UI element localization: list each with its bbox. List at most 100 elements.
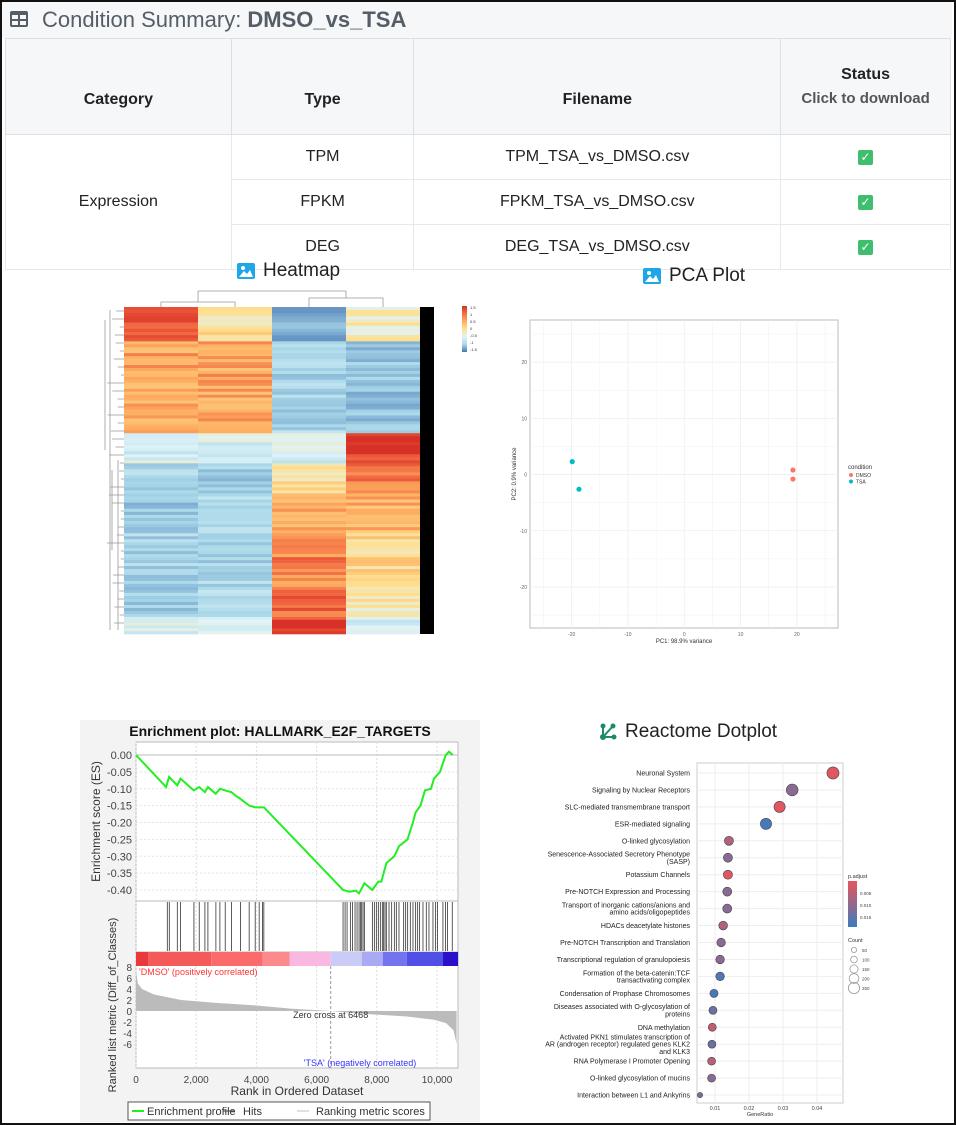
es-tick-label: -0.05	[107, 767, 132, 779]
legend-label: Hits	[243, 1106, 262, 1118]
heatmap-cell	[272, 365, 347, 369]
heatmap-cell	[124, 353, 199, 357]
heatmap-cell	[124, 469, 199, 473]
heatmap-cell	[272, 368, 347, 372]
x-tick-label: 10	[738, 632, 744, 638]
term-label: DNA methylation	[638, 1025, 690, 1032]
heatmap-cell	[272, 466, 347, 470]
heatmap-cell	[272, 460, 347, 464]
heatmap-cell	[272, 484, 347, 488]
heatmap-cell	[124, 412, 199, 416]
heatmap-cell	[198, 353, 273, 357]
heatmap-cell	[124, 430, 199, 434]
x-tick-label: 0.02	[744, 1106, 755, 1112]
heatmap-cell	[124, 421, 199, 425]
heatmap-cell	[198, 359, 273, 363]
download-check-icon[interactable]: ✓	[858, 240, 874, 255]
heatmap-cell	[124, 536, 199, 540]
heatmap-cell	[272, 469, 347, 473]
heatmap-cell	[346, 628, 421, 632]
heatmap-cell	[124, 319, 199, 323]
heatmap-cell	[272, 563, 347, 567]
heatmap-cell	[346, 368, 421, 372]
heatmap-cell	[272, 418, 347, 422]
heatmap-cell	[346, 391, 421, 395]
heatmap-cell	[346, 514, 421, 519]
heatmap-cell	[198, 583, 273, 588]
heatmap-cell	[124, 460, 199, 464]
term-label: AR (androgen receptor) regulated genes K…	[545, 1042, 690, 1049]
heatmap-cell	[272, 478, 347, 482]
heatmap-cell	[272, 607, 347, 612]
heatmap-cell	[272, 521, 347, 525]
heatmap-cell	[272, 514, 347, 519]
heatmap-cell	[198, 475, 273, 479]
heatmap-cell	[198, 554, 273, 558]
heatmap-cell	[198, 481, 273, 485]
term-dot	[722, 903, 733, 914]
term-dot	[786, 783, 799, 797]
heatmap-cell	[272, 508, 347, 513]
heatmap-cell	[124, 448, 199, 452]
heatmap-cell	[346, 341, 421, 345]
heatmap-cell	[198, 328, 273, 333]
size-legend-title: Count	[848, 938, 863, 944]
heatmap-cell	[198, 310, 273, 314]
heatmap-cell	[124, 484, 199, 488]
heatmap-cell	[346, 511, 421, 516]
metric-tick-label: -4	[123, 1029, 132, 1040]
heatmap-cell	[346, 569, 421, 573]
heatmap-cell	[198, 496, 273, 500]
heatmap-cell	[198, 499, 273, 503]
heatmap-cell	[124, 454, 199, 458]
heatmap-cell	[124, 424, 199, 428]
heatmap-cell	[124, 622, 199, 626]
heatmap-cell	[272, 406, 347, 410]
type-cell: DEG	[230, 224, 415, 270]
term-label: Pre-NOTCH Transcription and Translation	[560, 940, 690, 947]
heatmap-cell	[124, 586, 199, 591]
heatmap-cell	[272, 344, 347, 348]
heatmap-cell	[346, 313, 421, 317]
heatmap-cell	[272, 328, 347, 333]
heatmap-cell	[124, 325, 199, 330]
heatmap-cell	[272, 322, 347, 327]
heatmap-cell	[198, 508, 273, 513]
heatmap-chart: 1.5 1 0.5 0 -0.5 -1 -1.5	[104, 290, 478, 635]
heatmap-cell	[198, 527, 273, 531]
term-label: O-linked glycosylation of mucins	[590, 1076, 690, 1083]
heatmap-cell	[346, 490, 421, 494]
heatmap-cell	[198, 436, 273, 440]
heatmap-cell	[198, 595, 273, 600]
colorbar-tick: -0.5	[470, 333, 478, 338]
heatmap-cell	[346, 347, 421, 351]
heatmap-cell	[124, 505, 199, 510]
heatmap-cell	[272, 409, 347, 413]
heatmap-cell	[346, 524, 421, 528]
heatmap-cell	[124, 409, 199, 413]
heatmap-cell	[198, 403, 273, 407]
heatmap-cell	[198, 368, 273, 372]
y-tick-label: 0	[524, 473, 527, 479]
heatmap-cell	[346, 433, 421, 437]
heatmap-cell	[346, 484, 421, 488]
download-check-icon[interactable]: ✓	[858, 195, 874, 210]
pca-section-title: PCA Plot	[643, 265, 745, 287]
heatmap-cell	[124, 418, 199, 422]
heatmap-cell	[346, 548, 421, 552]
heatmap-cell	[346, 502, 421, 506]
heatmap-cell	[272, 496, 347, 500]
heatmap-cell	[272, 359, 347, 363]
legend-label: Ranking metric scores	[316, 1106, 425, 1118]
heatmap-cell	[346, 574, 421, 579]
heatmap-cell	[346, 316, 421, 320]
heatmap-cell	[272, 382, 347, 387]
data-point	[790, 467, 796, 473]
colorbar-tick: 0	[470, 326, 473, 331]
heatmap-cell	[346, 328, 421, 333]
download-check-icon[interactable]: ✓	[858, 150, 874, 165]
negative-class-label: 'TSA' (negatively correlated)	[304, 1058, 416, 1068]
term-dot	[722, 886, 733, 897]
heatmap-cell	[346, 554, 421, 558]
heatmap-cell	[272, 598, 347, 603]
